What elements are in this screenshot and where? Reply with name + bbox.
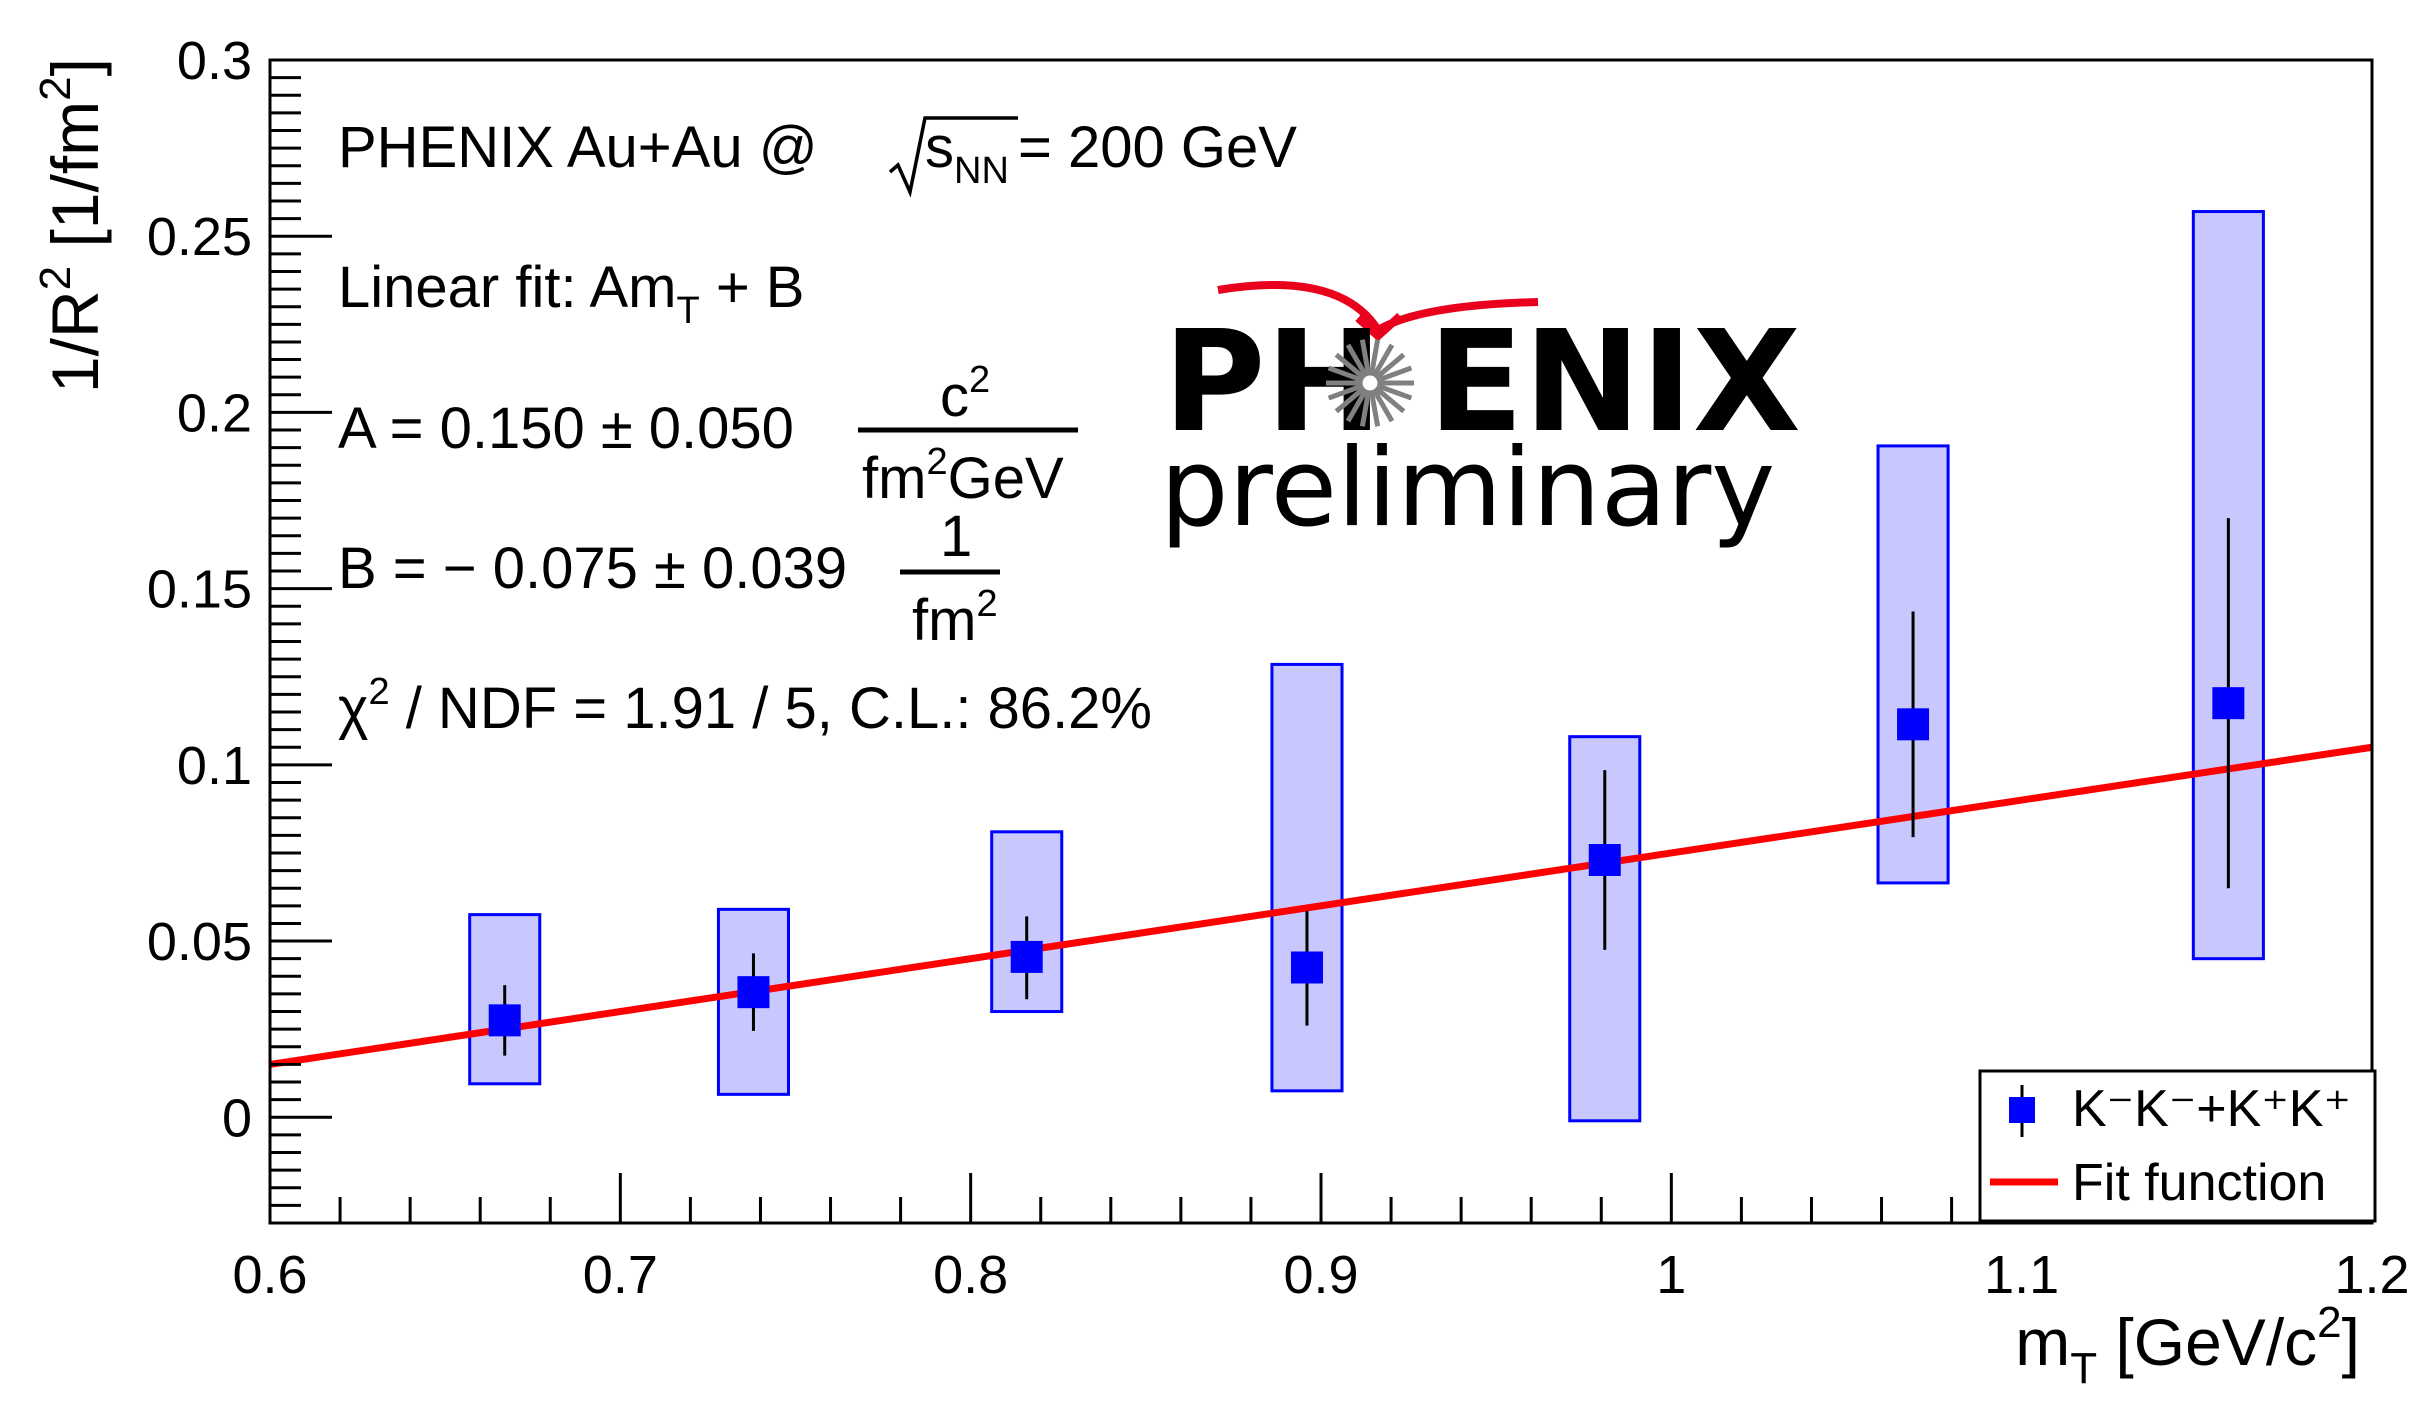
phenix-logo: PH ENIX preliminary [1160,281,1801,551]
logo-arc-icon [1217,281,1539,336]
logo-text-right: ENIX [1428,301,1801,464]
annotation-line-3: A = 0.150 ± 0.050 [338,396,794,461]
annotation-line-1-end: = 200 GeV [1018,115,1297,180]
y-tick-label: 0.3 [177,31,252,91]
logo-burst-ray [1372,343,1395,376]
data-point-marker [1588,844,1621,877]
data-point-marker [2212,687,2245,720]
logo-burst-ray [1369,339,1381,374]
logo-burst-ray [1378,365,1413,382]
data-point-marker [737,976,770,1009]
annotation-line-2: Linear fit: AmT + B [338,255,805,332]
logo-burst-ray [1359,339,1371,374]
logo-burst-ray [1369,392,1381,427]
logo-burst-icon [1326,339,1414,427]
logo-text-bottom: preliminary [1160,426,1775,551]
annotation-fraction-a-denominator: fm2GeV [862,441,1064,511]
annotation-fraction-a-numerator: c2 [940,359,990,429]
x-tick-label: 0.6 [232,1245,307,1305]
logo-burst-ray [1334,352,1364,379]
y-tick-label: 0.15 [147,560,252,620]
legend-marker-square [2009,1097,2035,1123]
systematic-error-box [1270,662,1344,1093]
legend-box [1978,1069,2377,1223]
logo-burst-ray [1334,387,1364,414]
x-tick-label: 0.8 [933,1245,1008,1305]
x-tick-label: 1.2 [2334,1245,2409,1305]
legend-label-fit: Fit function [2072,1154,2326,1212]
data-points [488,518,2245,1056]
annotation-fraction-b-numerator: 1 [940,504,972,569]
logo-burst-ray [1345,343,1368,376]
x-tick-label: 1.1 [1984,1245,2059,1305]
logo-burst-center [1359,372,1381,394]
data-point-marker [1897,708,1930,741]
data-point-marker [1010,940,1043,973]
logo-burst-ray [1327,365,1362,382]
logo-burst-ray [1376,387,1406,414]
fit-function-line [269,743,2373,1068]
annotation-line-5: χ2 / NDF = 1.91 / 5, C.L.: 86.2% [338,671,1152,741]
logo-burst-ray [1376,352,1406,379]
annotation-line-4: B = − 0.075 ± 0.039 [338,536,847,601]
annotation-line-1: PHENIX Au+Au @ [338,115,818,180]
x-tick-label: 0.7 [583,1245,658,1305]
logo-burst-ray [1378,384,1413,401]
data-point-marker [488,1004,521,1037]
legend-label-data: K⁻K⁻+K⁺K⁺ [2072,1080,2351,1138]
logo-wing-icon [1355,313,1403,342]
y-tick-label: 0.05 [147,912,252,972]
logo-burst-ray [1372,390,1395,423]
x-tick-label: 0.9 [1283,1245,1358,1305]
fit-layer [269,743,2373,1068]
y-tick-label: 0.2 [177,383,252,443]
data-point-marker [1290,951,1323,984]
x-axis-title: mT [GeV/c2] [2015,1298,2360,1393]
annotation-block: PHENIX Au+Au @ sNN = 200 GeV Linear fit:… [338,115,1297,741]
annotation-fraction-b-denominator: fm2 [912,583,998,653]
axes: 0.6 0.7 0.8 0.9 1 1.1 1.2 0 0.05 0.1 0.15 0.2 0.25 0.… [147,31,2410,1305]
y-axis-title: 1/R2 [1/fm2] [31,58,112,393]
logo-burst-ray [1327,384,1362,401]
legend: K⁻K⁻+K⁺K⁺ Fit function [1978,1069,2377,1223]
sqrt-sign-icon [888,116,1018,198]
y-tick-label: 0.1 [177,736,252,796]
y-tick-label: 0 [222,1088,252,1148]
logo-burst-ray [1345,390,1368,423]
logo-burst-ray [1359,392,1371,427]
y-tick-label: 0.25 [147,207,252,267]
x-tick-label: 1 [1656,1245,1686,1305]
annotation-sqrt-s: sNN [925,115,1009,192]
